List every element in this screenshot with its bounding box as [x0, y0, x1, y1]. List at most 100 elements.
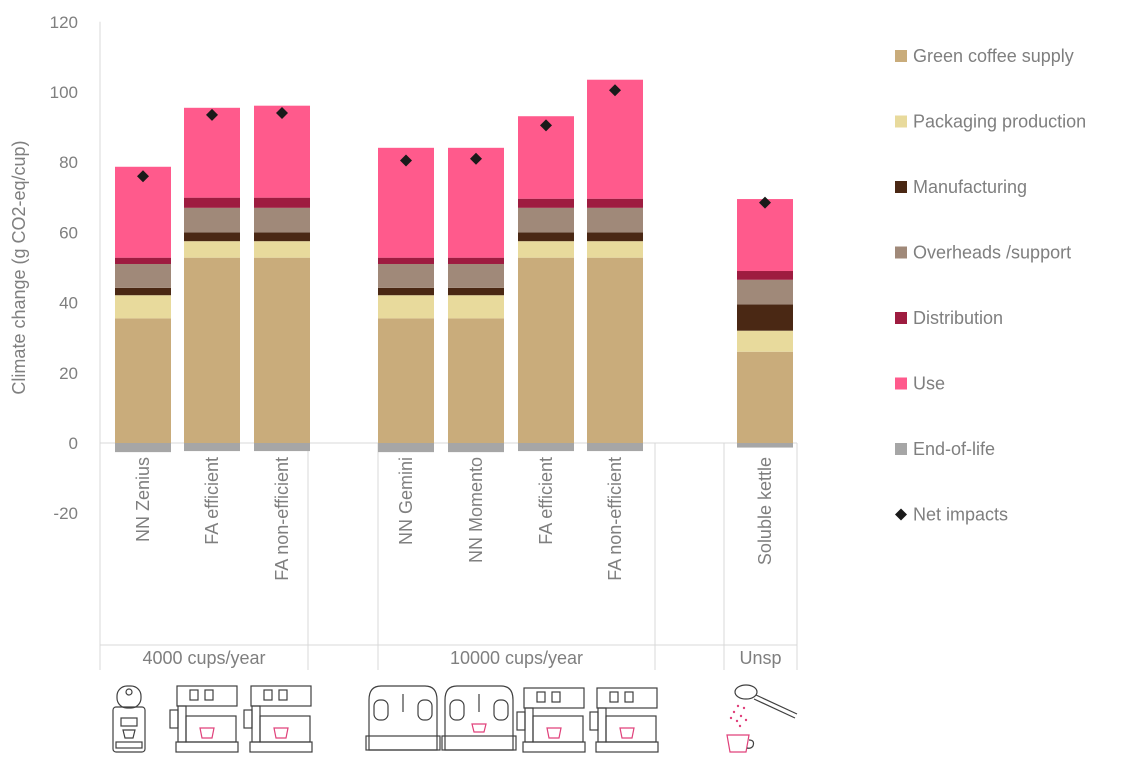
legend-swatch	[895, 246, 907, 259]
bar-segment	[254, 105, 310, 198]
bar-segment	[518, 257, 574, 443]
bar-segment	[587, 79, 643, 199]
legend-swatch	[895, 508, 907, 521]
bar-segment	[254, 197, 310, 208]
bar-segment	[448, 287, 504, 296]
professional-machine-icon	[441, 685, 517, 751]
net-impact-marker	[609, 84, 621, 97]
bar-segment	[737, 443, 793, 448]
bar-segment	[448, 147, 504, 258]
filter-machine-icon	[243, 685, 313, 753]
category-labels: NN Zenius FA efficient FA non-efficient NN …	[133, 457, 782, 668]
y-tick-label: 120	[50, 13, 78, 32]
bar-segment	[378, 263, 434, 288]
bar-segment	[518, 207, 574, 233]
net-impact-marker	[759, 196, 771, 209]
legend: Green coffee supply Packaging production M…	[895, 46, 1086, 525]
y-tick-label: 40	[59, 294, 78, 313]
capsule-machine-icon	[112, 685, 146, 753]
bar-segment	[184, 232, 240, 242]
group-label: 10000 cups/year	[450, 648, 583, 668]
filter-machine-icon	[169, 685, 239, 753]
bar-segment	[448, 263, 504, 288]
bar-layer	[115, 79, 793, 453]
bar-segment	[737, 279, 793, 305]
legend-label: Packaging production	[913, 112, 1086, 132]
bar-segment	[254, 257, 310, 443]
bar-segment	[587, 207, 643, 233]
y-axis-title: Climate change (g CO2-eq/cup)	[9, 140, 29, 394]
bar-segment	[378, 318, 434, 443]
bar-segment	[587, 232, 643, 242]
bar-segment	[587, 198, 643, 208]
category-label: FA non-efficient	[605, 457, 625, 581]
net-impact-marker	[540, 119, 552, 132]
bar-segment	[254, 241, 310, 258]
legend-swatch	[895, 377, 907, 390]
legend-swatch	[895, 312, 907, 324]
bar-segment	[184, 241, 240, 258]
bar-segment	[184, 257, 240, 443]
bar-segment	[254, 443, 310, 452]
bar-segment	[518, 232, 574, 242]
y-tick-label: -20	[53, 504, 78, 523]
bar-segment	[737, 330, 793, 352]
professional-machine-icon	[365, 685, 441, 751]
y-tick-label: 100	[50, 83, 78, 102]
legend-swatch	[895, 443, 907, 455]
y-tick-label: 0	[69, 434, 78, 453]
group-label: 4000 cups/year	[142, 648, 265, 668]
bar-segment	[737, 304, 793, 331]
category-label: NN Zenius	[133, 457, 153, 542]
bar-segment	[115, 287, 171, 296]
category-label: FA efficient	[536, 457, 556, 545]
bar-segment	[587, 443, 643, 452]
bar-segment	[115, 443, 171, 453]
bar-segment	[448, 443, 504, 453]
bar-segment	[378, 257, 434, 264]
net-impact-marker	[470, 152, 482, 165]
bar-segment	[378, 287, 434, 296]
net-impact-marker	[276, 107, 288, 120]
filter-machine-icon	[589, 687, 659, 753]
net-impact-marker	[206, 108, 218, 121]
bar-segment	[737, 271, 793, 280]
net-impact-marker	[400, 154, 412, 167]
bar-segment	[184, 197, 240, 208]
bar-segment	[184, 207, 240, 233]
legend-swatch	[895, 50, 907, 62]
legend-label: Distribution	[913, 308, 1003, 328]
legend-label: Manufacturing	[913, 177, 1027, 197]
legend-label: Green coffee supply	[913, 46, 1074, 66]
bar-segment	[737, 199, 793, 272]
category-label: NN Momento	[466, 457, 486, 563]
y-tick-label: 80	[59, 153, 78, 172]
bar-segment	[587, 257, 643, 443]
bar-segment	[448, 295, 504, 319]
bar-segment	[115, 318, 171, 443]
legend-label: Net impacts	[913, 505, 1008, 525]
bar-segment	[737, 351, 793, 443]
bar-segment	[184, 443, 240, 452]
bar-segment	[115, 263, 171, 288]
category-label: FA efficient	[202, 457, 222, 545]
legend-label: Use	[913, 374, 945, 394]
bar-segment	[518, 241, 574, 258]
net-impact-markers	[137, 84, 771, 209]
bar-segment	[115, 257, 171, 264]
y-tick-label: 60	[59, 223, 78, 242]
category-label: NN Gemini	[396, 457, 416, 545]
legend-swatch	[895, 115, 907, 128]
machine-icons	[112, 684, 798, 753]
legend-label: Overheads /support	[913, 243, 1071, 263]
category-label: FA non-efficient	[272, 457, 292, 581]
legend-swatch	[895, 181, 907, 193]
bar-segment	[184, 107, 240, 198]
bar-segment	[518, 443, 574, 452]
bar-segment	[448, 318, 504, 443]
bar-segment	[448, 257, 504, 264]
filter-machine-icon	[516, 687, 586, 753]
bar-segment	[587, 241, 643, 258]
bar-segment	[378, 443, 434, 453]
